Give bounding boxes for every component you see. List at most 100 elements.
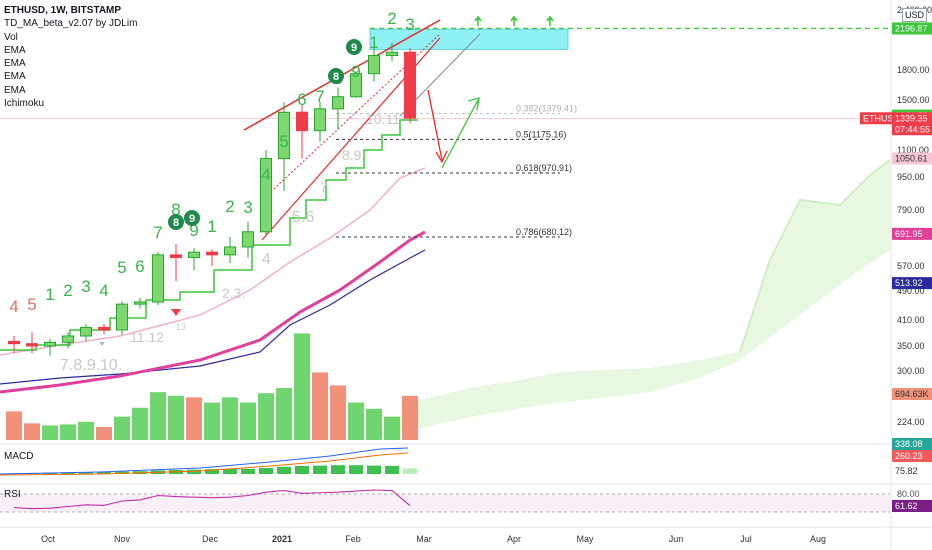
macd-axis-label: 75.82: [895, 466, 918, 476]
td-setup-count-label: 5.6: [292, 209, 314, 226]
td-count-label: 7: [153, 223, 162, 242]
macd-histogram-bar: [187, 469, 201, 474]
axis-price-label: 1339.35: [895, 113, 928, 123]
fib-level-label: 0.382(1379.41): [516, 104, 577, 114]
down-arrow-icon: [171, 309, 181, 316]
td-circle-badge: [328, 68, 344, 84]
indicator-legend-3[interactable]: EMA: [4, 58, 26, 70]
symbol-title[interactable]: ETHUSD, 1W, BITSTAMP: [4, 5, 122, 16]
macd-histogram-bar: [223, 469, 237, 474]
td-setup-count-label: 11.12: [130, 329, 164, 345]
candle-body: [206, 251, 218, 256]
fib-level-label: 0.5(1175.16): [516, 129, 566, 139]
time-axis-tick: Dec: [202, 534, 219, 544]
td-count-label: 3: [243, 198, 252, 217]
volume-bar: [204, 402, 220, 440]
candle-body: [368, 54, 380, 75]
time-axis-tick: Feb: [345, 534, 361, 544]
candle-body: [26, 343, 38, 347]
volume-bar: [60, 424, 76, 440]
candle-body: [242, 231, 254, 248]
macd-histogram-bar: [403, 468, 417, 474]
time-axis-tick: Mar: [416, 534, 432, 544]
td-circle-label: 8: [333, 71, 339, 83]
candle-body: [80, 326, 92, 337]
down-arrow-head-icon: [435, 150, 448, 164]
time-axis-tick: Oct: [41, 534, 56, 544]
indicator-legend-6[interactable]: Ichimoku: [4, 98, 45, 110]
candle-body: [404, 51, 416, 119]
td-count-label: 3: [405, 15, 414, 34]
price-axis-tick: 1800.00: [897, 65, 930, 75]
candle-body: [152, 254, 164, 303]
candle-body: [386, 51, 398, 56]
macd-line: [0, 447, 409, 475]
price-axis-tick: 1100.00: [897, 145, 929, 155]
time-axis-tick: Apr: [507, 534, 521, 544]
macd-histogram-bar: [295, 466, 309, 474]
up-arrow-icon: [510, 15, 518, 26]
td-count-label: 5: [279, 132, 288, 151]
axis-price-badge: [892, 277, 932, 290]
ichimoku-cloud: [370, 160, 890, 440]
axis-price-label: 1050.61: [895, 153, 928, 163]
td-setup-count-label: 7: [320, 179, 328, 195]
axis-price-label: 694.63K: [895, 389, 929, 399]
td-circle-badge: [346, 39, 362, 55]
volume-bar: [132, 407, 148, 440]
candle-body: [224, 246, 236, 256]
macd-histogram-bar: [61, 472, 75, 474]
volume-bar: [222, 397, 238, 440]
td-count-label: 4: [99, 281, 108, 300]
volume-bar: [96, 427, 112, 440]
td-circle-label: 8: [173, 217, 179, 229]
indicator-legend-5[interactable]: EMA: [4, 84, 26, 96]
rsi-line: [13, 489, 411, 510]
td-count-label: 6: [297, 90, 306, 109]
rsi-axis-label: 61.62: [895, 501, 918, 511]
price-axis-tick: 490.00: [897, 286, 925, 296]
indicator-legend-2[interactable]: EMA: [4, 44, 26, 56]
chart-legend: ETHUSD, 1W, BITSTAMP TD_MA_beta_v2.07 by…: [4, 4, 137, 110]
td-count-label: 1: [45, 285, 54, 304]
rsi-band: [0, 494, 890, 512]
td-count-label: 9: [189, 221, 198, 240]
candle-body: [350, 73, 362, 98]
volume-bar: [114, 416, 130, 440]
axis-price-badge: [860, 112, 892, 125]
candle-body: [314, 108, 326, 132]
macd-histogram-bar: [385, 466, 399, 474]
volume-bar: [24, 423, 40, 440]
macd-histogram-bar: [367, 465, 381, 474]
up-arrow-icon: [546, 15, 554, 26]
price-axis-tick: 350.00: [897, 341, 925, 351]
time-axis-tick: Jul: [740, 534, 752, 544]
rsi-pane-label[interactable]: RSI: [4, 489, 21, 500]
time-axis-tick: Aug: [810, 534, 826, 544]
td-count-label: 5: [27, 295, 36, 314]
td-count-label: 4: [261, 165, 270, 184]
candle-body: [260, 158, 272, 233]
currency-badge[interactable]: USD: [902, 8, 928, 22]
candle-body: [8, 340, 20, 345]
td-count-label: 5: [117, 258, 126, 277]
td-setup-count-label: 7.8.9.10.: [60, 357, 122, 374]
candle-body: [44, 341, 56, 347]
indicator-legend-1[interactable]: Vol: [4, 31, 18, 43]
price-axis-tick: 410.00: [897, 315, 925, 325]
candle-body: [296, 111, 308, 132]
indicator-legend-0[interactable]: TD_MA_beta_v2.07 by JDLim: [4, 18, 138, 30]
volume-bar: [78, 421, 94, 440]
candle-body: [188, 251, 200, 259]
td-setup-count-label: 8.9: [342, 147, 362, 163]
volume-bar: [366, 408, 382, 440]
indicator-legend-4[interactable]: EMA: [4, 71, 26, 83]
macd-histogram-bar: [277, 466, 291, 474]
volume-bar: [42, 425, 58, 440]
axis-price-badge: [892, 388, 932, 400]
down-projection-arrow: [427, 89, 443, 161]
macd-pane-label[interactable]: MACD: [4, 451, 34, 462]
td-setup-count-label: 13: [176, 322, 186, 332]
price-axis-tick: 224.00: [897, 417, 925, 427]
